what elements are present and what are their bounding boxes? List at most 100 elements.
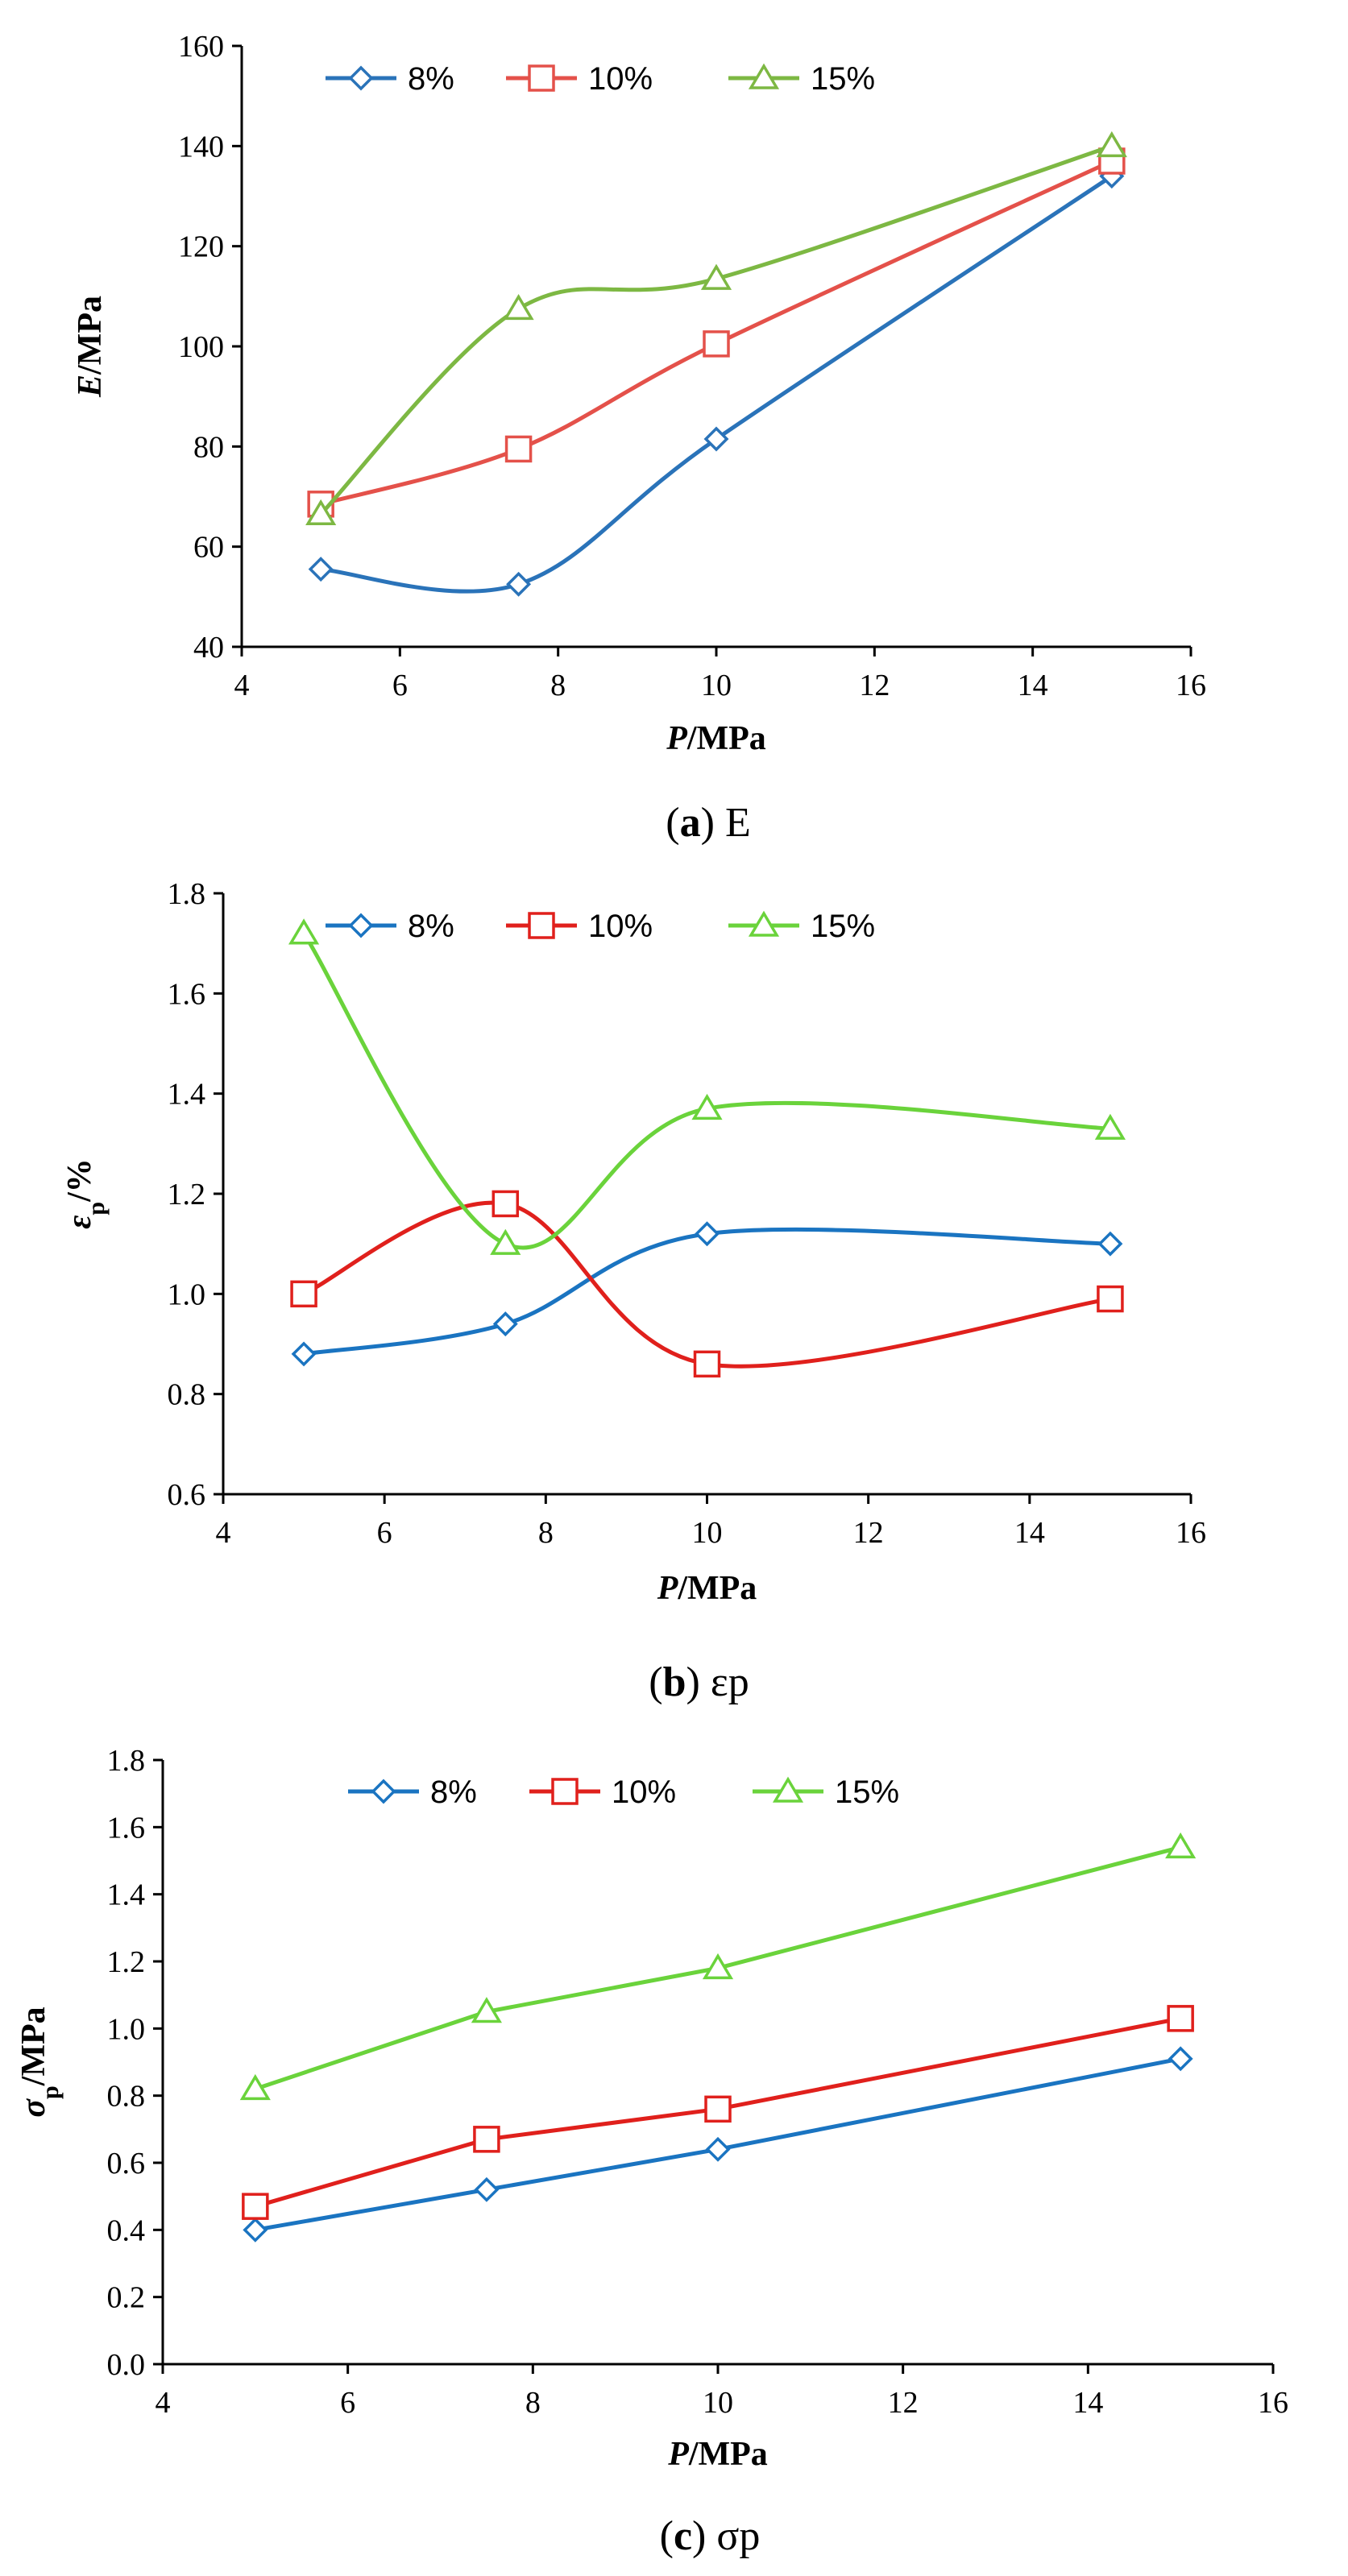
caption-letter: a [680, 800, 701, 846]
y-axis-label-var: E [72, 375, 109, 398]
data-point [291, 1341, 317, 1367]
series-line [319, 143, 1113, 516]
legend-item-3: 15% [753, 1775, 899, 1810]
legend-item-3: 15% [728, 61, 875, 97]
caption-text: σp [716, 2513, 760, 2559]
data-point [239, 2073, 271, 2101]
y-tick-label: 0.6 [168, 1478, 206, 1512]
y-tick-label: 0.2 [107, 2281, 146, 2315]
legend-label: 15% [811, 909, 875, 944]
data-point [473, 2126, 500, 2153]
series-line [320, 174, 1114, 594]
data-point [1096, 130, 1127, 158]
x-tick-label: 8 [538, 1516, 554, 1550]
legend-label: 15% [835, 1775, 899, 1810]
caption-open: ( [660, 2513, 674, 2559]
data-point [308, 557, 334, 582]
y-tick-label: 1.0 [107, 2012, 146, 2046]
data-point [695, 1221, 720, 1247]
x-tick-label: 10 [703, 2386, 733, 2420]
series-line [320, 159, 1113, 507]
data-point [503, 293, 534, 321]
chart-2: 0.60.81.01.21.41.61.84 6 8 10 12 14 16P/MPaεp/… [61, 877, 1206, 1705]
data-point [703, 330, 730, 358]
y-tick-label: 1.8 [107, 1744, 146, 1778]
data-point [1168, 2046, 1193, 2072]
caption-close: ) [686, 1659, 711, 1705]
legend-item-1: 8% [326, 909, 454, 944]
y-tick-label: 1.0 [168, 1278, 206, 1311]
caption-open: ( [666, 800, 679, 846]
legend-label: 10% [588, 61, 653, 97]
x-tick-label: 10 [692, 1516, 723, 1550]
y-axis-label-var: ε [61, 1216, 98, 1229]
data-point [703, 426, 729, 452]
legend-label: 10% [612, 1775, 676, 1810]
series-line [303, 1200, 1111, 1369]
data-point [1167, 2005, 1194, 2032]
x-tick-label: 8 [550, 669, 566, 702]
y-axis-label-sub: p [37, 2085, 64, 2099]
legend-item-2: 10% [506, 61, 653, 97]
x-tick-label: 10 [701, 669, 732, 702]
x-tick-label: 8 [525, 2386, 541, 2420]
data-point [705, 2136, 731, 2162]
panel-caption: (c) σp [660, 2513, 761, 2559]
data-point [702, 1953, 734, 1980]
data-point [504, 435, 533, 463]
y-tick-label: 60 [193, 531, 224, 565]
y-axis-label-unit: /% [61, 1158, 98, 1203]
data-point [471, 1997, 502, 2023]
x-tick-label: 14 [1072, 2386, 1103, 2420]
legend-marker [748, 910, 780, 937]
series-line [255, 1845, 1181, 2091]
y-axis-label-sub: p [83, 1202, 110, 1216]
legend-marker [348, 65, 374, 91]
series-line [255, 2016, 1181, 2209]
y-axis-label-unit: /MPa [15, 2007, 52, 2086]
series-line [255, 2056, 1181, 2232]
data-point [474, 2176, 500, 2202]
x-tick-label: 16 [1176, 669, 1206, 702]
x-tick-label: 14 [1014, 1516, 1045, 1550]
y-tick-label: 1.6 [107, 1811, 146, 1845]
data-point [1165, 1832, 1197, 1859]
x-tick-label: 6 [377, 1516, 392, 1550]
y-tick-label: 1.6 [168, 977, 206, 1011]
legend-label: 15% [811, 61, 875, 97]
x-tick-label: 4 [216, 1516, 231, 1550]
data-point [290, 1280, 317, 1308]
y-tick-label: 80 [193, 430, 224, 464]
x-tick-label: 6 [340, 2386, 355, 2420]
y-axis-label: εp/% [61, 1158, 110, 1229]
y-tick-label: 120 [178, 230, 224, 264]
x-tick-label: 16 [1258, 2386, 1288, 2420]
data-point [700, 263, 732, 290]
panel-caption: (b) εp [649, 1659, 749, 1705]
caption-letter: c [674, 2513, 692, 2559]
y-tick-label: 1.2 [168, 1178, 206, 1211]
data-point [492, 1190, 520, 1218]
x-tick-label: 16 [1176, 1516, 1206, 1550]
y-tick-label: 1.4 [107, 1878, 146, 1912]
x-tick-label: 12 [888, 2386, 919, 2420]
y-axis-label: E/MPa [72, 296, 109, 398]
legend-item-2: 10% [506, 909, 653, 944]
legend-marker [528, 64, 555, 92]
caption-open: ( [649, 1659, 662, 1705]
y-tick-label: 0.4 [107, 2214, 146, 2247]
legend-item-1: 8% [348, 1775, 477, 1810]
y-tick-label: 160 [178, 30, 224, 64]
x-tick-label: 4 [156, 2386, 171, 2420]
caption-close: ) [701, 800, 725, 846]
caption-text: εp [711, 1659, 749, 1705]
series-15% [288, 918, 1126, 1255]
series-line [303, 1227, 1110, 1356]
series-line [301, 932, 1111, 1250]
data-point [242, 2193, 269, 2220]
x-axis-label-var: P [657, 1570, 678, 1607]
data-point [1097, 1285, 1124, 1313]
legend-item-2: 10% [529, 1775, 676, 1810]
data-point [704, 2095, 732, 2123]
